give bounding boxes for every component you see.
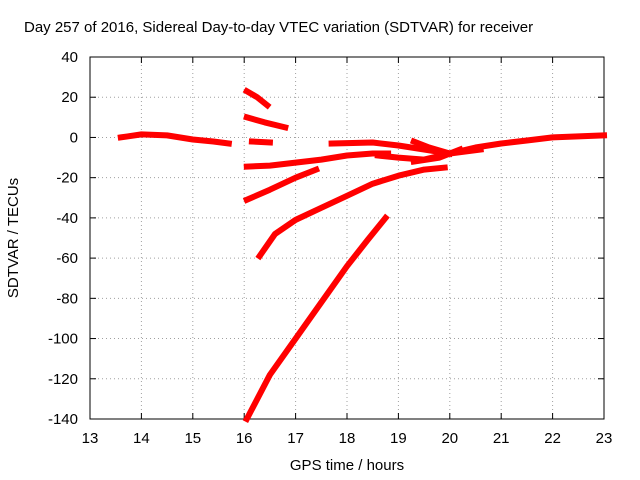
y-tick-label: -80 [56, 290, 78, 307]
y-tick-label: -140 [48, 411, 78, 428]
x-tick-label: 16 [236, 430, 253, 447]
y-tick-label: -20 [56, 170, 78, 187]
y-axis-label: SDTVAR / TECUs [5, 178, 22, 298]
x-tick-label: 20 [441, 430, 458, 447]
grid [89, 56, 605, 420]
x-tick-label: 23 [596, 430, 613, 447]
series-line-6 [242, 165, 321, 204]
x-tick-label: 13 [82, 430, 99, 447]
series-line-3 [243, 113, 289, 132]
x-tick-label: 22 [544, 430, 561, 447]
series-line-7 [255, 164, 448, 261]
x-tick-label: 15 [184, 430, 201, 447]
y-tick-label: 40 [61, 49, 78, 66]
y-tick-label: -40 [56, 210, 78, 227]
x-axis-label: GPS time / hours [290, 457, 404, 474]
y-tick-label: -120 [48, 371, 78, 388]
series-line-4 [248, 138, 274, 146]
y-tick-label: -60 [56, 250, 78, 267]
series-line-12 [410, 145, 464, 166]
y-tick-label: 0 [70, 129, 78, 146]
series-line-1 [117, 131, 233, 147]
x-tick-label: 14 [133, 430, 150, 447]
x-tick-label: 19 [390, 430, 407, 447]
y-tick-label: -100 [48, 331, 78, 348]
chart-title: Day 257 of 2016, Sidereal Day-to-day VTE… [24, 19, 533, 36]
series-line-11 [409, 137, 454, 158]
x-tick-label: 21 [493, 430, 510, 447]
tick-labels: 13 14 15 16 17 18 19 20 21 22 23 -140 -120 -100 -80 -60… [48, 49, 612, 447]
series-layer [117, 87, 608, 424]
series-line-5 [243, 150, 392, 170]
series-line-10 [374, 132, 608, 163]
y-tick-label: 20 [61, 89, 78, 106]
x-tick-label: 18 [339, 430, 356, 447]
series-line-8 [242, 213, 390, 424]
x-tick-label: 17 [287, 430, 304, 447]
series-line-2 [242, 87, 272, 110]
